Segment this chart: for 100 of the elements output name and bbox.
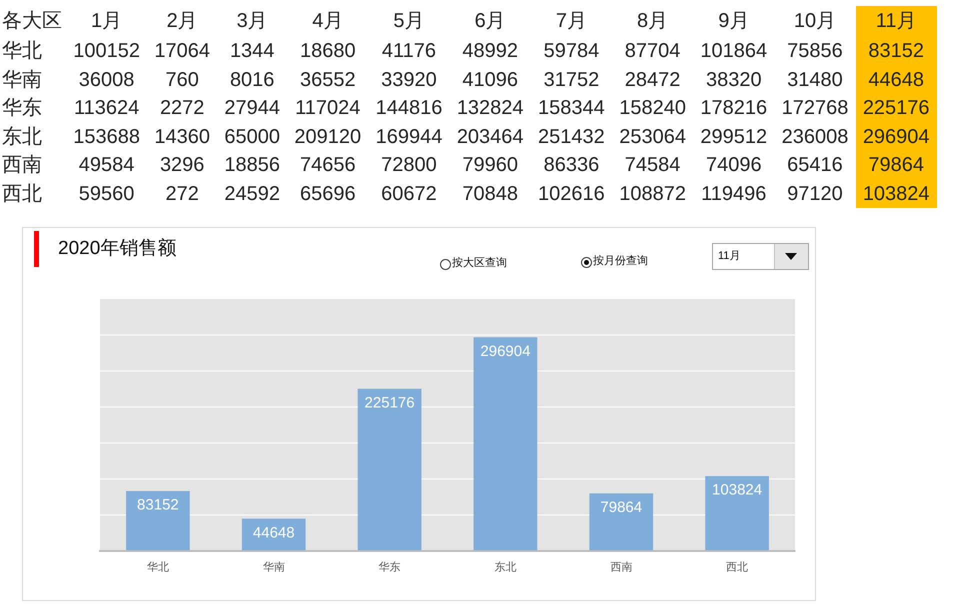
x-tick-label: 华北 (146, 560, 169, 574)
x-tick-label: 6月 (474, 9, 507, 34)
data-label: 49584 (78, 153, 136, 178)
data-label: 14360 (153, 124, 211, 150)
bar (126, 490, 190, 550)
data-label: 108872 (618, 182, 687, 206)
bar (358, 388, 422, 550)
data-label: 44648 (252, 524, 295, 542)
data-label: 178216 (699, 96, 768, 121)
data-label: 296904 (480, 342, 530, 360)
bar (589, 493, 654, 550)
data-label: 83152 (137, 496, 179, 514)
bar (705, 476, 769, 550)
data-label: 299512 (699, 124, 768, 150)
data-label: 101864 (699, 39, 768, 64)
data-label: 296904 (862, 124, 931, 150)
x-tick-label: 东北 (494, 560, 516, 574)
data-label: 225176 (364, 394, 415, 412)
data-label: 8016 (228, 68, 276, 92)
data-label: 87704 (624, 39, 682, 64)
data-label: 59560 (78, 182, 136, 206)
y-axis-title: 各大区 (2, 9, 63, 34)
data-label: 1344 (228, 39, 276, 64)
data-label: 102616 (537, 182, 606, 206)
data-label: 70848 (461, 182, 519, 206)
data-label: 41096 (461, 68, 519, 92)
data-label: 74656 (298, 153, 357, 178)
data-label: 253064 (618, 124, 687, 150)
chart-title: 2020年销售额 (58, 237, 176, 261)
data-label: 79864 (867, 153, 925, 178)
data-label: 65696 (298, 182, 357, 206)
y-tick-label: 西南 (2, 153, 43, 178)
data-label: 72800 (380, 153, 438, 178)
x-tick-label: 西北 (726, 560, 748, 574)
radio-button[interactable] (581, 257, 592, 268)
x-tick-label: 西南 (610, 560, 632, 574)
data-label: 44648 (867, 68, 925, 92)
data-label: 209120 (293, 124, 362, 150)
data-label: 18856 (223, 153, 281, 178)
x-tick-label: 华东 (378, 560, 401, 574)
data-label: 75856 (786, 39, 844, 64)
data-label: 79960 (461, 153, 519, 178)
data-label: 65000 (223, 124, 281, 150)
data-label: 60672 (380, 182, 438, 206)
data-label: 86336 (542, 153, 600, 178)
x-tick-label: 5月 (392, 9, 426, 34)
x-tick-label: 10月 (792, 9, 838, 34)
data-label: 65416 (786, 153, 844, 178)
data-label: 169944 (374, 124, 444, 150)
x-tick-label: 8月 (636, 9, 670, 34)
y-tick-label: 西北 (2, 182, 43, 206)
bar (242, 518, 306, 550)
data-label: 144816 (374, 96, 444, 121)
data-label: 28472 (624, 68, 682, 92)
data-label: 74584 (624, 153, 682, 178)
x-tick-label: 2月 (166, 9, 199, 34)
data-label: 103824 (862, 182, 931, 206)
data-label: 251432 (537, 124, 606, 150)
data-label: 79864 (600, 498, 642, 516)
text: 按月份查询 (593, 254, 648, 269)
data-label: 83152 (867, 39, 925, 64)
data-label: 41176 (380, 39, 438, 64)
data-label: 100152 (72, 39, 141, 64)
data-label: 236008 (780, 124, 850, 150)
radio-button[interactable] (440, 259, 451, 270)
x-tick-label: 1月 (90, 9, 124, 34)
data-label: 97120 (786, 182, 844, 206)
data-label: 132824 (456, 96, 525, 121)
data-label: 225176 (862, 96, 931, 121)
data-label: 27944 (223, 96, 281, 121)
data-label: 172768 (780, 96, 850, 121)
x-tick-label: 华南 (262, 560, 285, 574)
data-label: 203464 (456, 124, 525, 150)
data-label: 272 (164, 182, 200, 206)
text: 按大区查询 (452, 256, 507, 271)
dropdown[interactable]: 11月 (712, 243, 809, 270)
data-label: 3296 (158, 153, 206, 178)
data-label: 33920 (380, 68, 438, 92)
data-label: 2272 (158, 96, 206, 121)
data-label: 59784 (542, 39, 600, 64)
data-label: 18680 (298, 39, 357, 64)
data-label: 48992 (461, 39, 519, 64)
data-label: 38320 (704, 68, 763, 92)
data-label: 760 (164, 68, 200, 92)
x-tick-label: 9月 (717, 9, 750, 34)
x-tick-label: 11月 (874, 9, 918, 34)
data-label: 74096 (704, 153, 763, 178)
y-tick-label: 华东 (2, 96, 43, 121)
data-label: 36552 (298, 68, 357, 92)
data-label: 119496 (700, 182, 768, 206)
data-label: 31752 (542, 68, 600, 92)
x-tick-label: 7月 (554, 9, 588, 34)
data-label: 117024 (294, 96, 362, 121)
y-tick-label: 华北 (2, 39, 43, 64)
data-label: 158240 (618, 96, 687, 121)
data-label: 113624 (72, 96, 140, 121)
y-tick-label: 东北 (2, 124, 43, 150)
x-tick-label: 3月 (236, 9, 269, 34)
y-tick-label: 华南 (2, 68, 43, 92)
x-tick-label: 4月 (311, 9, 344, 34)
